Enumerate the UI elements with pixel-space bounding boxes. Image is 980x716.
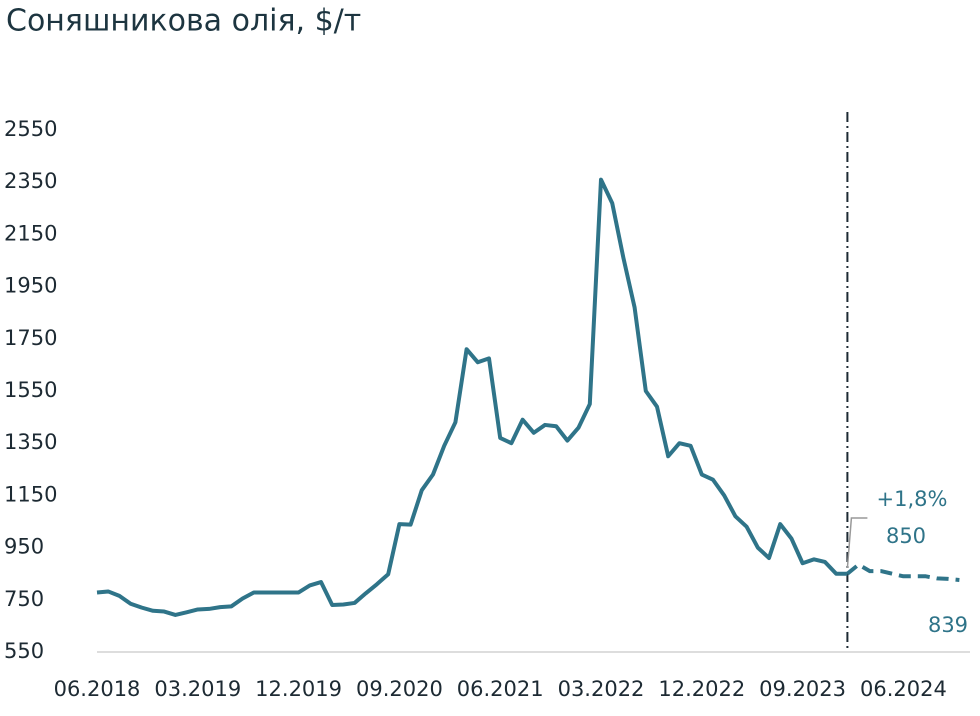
y-tick-label: 1150 bbox=[4, 482, 57, 506]
annotation: +1,8% bbox=[877, 487, 948, 511]
y-tick-label: 2550 bbox=[4, 117, 57, 141]
x-tick-label: 12.2019 bbox=[255, 677, 342, 701]
y-tick-label: 1350 bbox=[4, 430, 57, 454]
x-tick-label: 03.2022 bbox=[558, 677, 645, 701]
y-tick-label: 2150 bbox=[4, 221, 57, 245]
x-tick-label: 09.2023 bbox=[759, 677, 846, 701]
x-tick-label: 06.2024 bbox=[860, 677, 947, 701]
series-line bbox=[846, 562, 960, 582]
y-tick-label: 1550 bbox=[4, 378, 57, 402]
y-tick-label: 2350 bbox=[4, 169, 57, 193]
y-tick-label: 750 bbox=[4, 587, 44, 611]
series-line bbox=[96, 177, 848, 617]
x-tick-label: 06.2018 bbox=[54, 677, 141, 701]
annotation: 850 bbox=[886, 524, 926, 548]
y-tick-label: 550 bbox=[4, 639, 44, 663]
chart-title: Соняшникова олія, $/т bbox=[6, 4, 361, 39]
x-tick-label: 09.2020 bbox=[356, 677, 443, 701]
x-tick-label: 12.2022 bbox=[658, 677, 745, 701]
annotation-connector bbox=[846, 517, 868, 569]
annotation: 839 bbox=[928, 613, 968, 637]
y-tick-label: 1950 bbox=[4, 274, 57, 298]
y-tick-label: 1750 bbox=[4, 326, 57, 350]
y-tick-label: 950 bbox=[4, 535, 44, 559]
x-tick-label: 03.2019 bbox=[154, 677, 241, 701]
x-tick-label: 06.2021 bbox=[457, 677, 544, 701]
